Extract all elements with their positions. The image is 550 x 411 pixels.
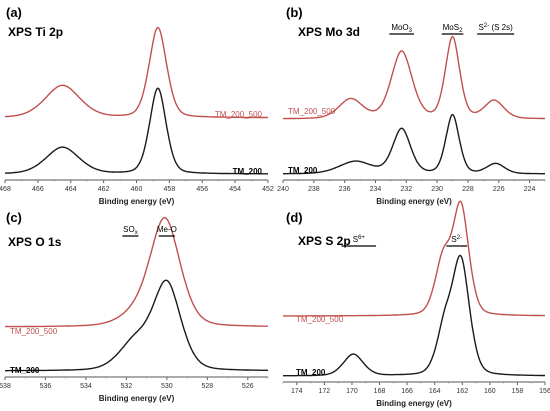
series-tm-200-500-line <box>283 35 545 120</box>
series-tm-200-500-line <box>5 216 268 328</box>
x-tick-label: 458 <box>164 186 176 193</box>
x-tick-label: 232 <box>400 186 412 193</box>
x-tick-label: 228 <box>462 186 474 193</box>
x-tick-label: 164 <box>429 388 441 395</box>
x-tick-label: 538 <box>0 383 11 390</box>
x-tick-label: 238 <box>308 186 320 193</box>
x-tick-label: 466 <box>32 186 44 193</box>
panel-3: (c) XPS O 1s 538 536 534 532 530 528 526 Binding … <box>0 210 269 403</box>
x-tick-label: 236 <box>339 186 351 193</box>
x-tick-label: 456 <box>196 186 208 193</box>
x-tick-label: 526 <box>242 383 254 390</box>
series-label-tm-200-500: TM_200_500 <box>10 327 58 336</box>
x-axis-label: Binding energy (eV) <box>376 399 452 408</box>
panels-layer: (a) XPS Ti 2p 468 466 464 462 460 458 456 454 452 B… <box>0 5 550 408</box>
panel-letter: (c) <box>6 210 22 225</box>
panel-letter: (b) <box>286 5 303 20</box>
series-tm-200-line <box>283 113 545 175</box>
x-axis-label: Binding energy (eV) <box>376 197 452 206</box>
x-tick-label: 158 <box>512 388 524 395</box>
series-label-tm-200: TM_200 <box>10 366 40 375</box>
panel-4: (d) XPS S 2p 174 172 170 168 166 164 162 160 158 15… <box>282 200 550 408</box>
series-tm-200-line <box>5 279 269 372</box>
x-tick-label: 166 <box>401 388 413 395</box>
x-tick-label: 162 <box>456 388 468 395</box>
x-tick-label: 454 <box>229 186 241 193</box>
x-tick-label: 156 <box>539 388 550 395</box>
panel-2: (b) XPS Mo 3d 240 238 236 234 232 230 228 226 224 B… <box>277 5 546 206</box>
x-tick-label: 160 <box>484 388 496 395</box>
panel-title: XPS S 2p <box>298 234 351 248</box>
panel-title: XPS O 1s <box>8 235 62 249</box>
x-tick-label: 528 <box>201 383 213 390</box>
x-tick-label: 234 <box>370 186 382 193</box>
peak-label: S6+ <box>353 235 366 244</box>
peak-label: SOx <box>123 225 138 236</box>
series-label-tm-200: TM_200 <box>296 368 326 377</box>
peak-label: MoS2 <box>443 23 463 34</box>
x-tick-label: 534 <box>80 383 92 390</box>
series-label-tm-200: TM_200 <box>233 167 263 176</box>
x-tick-label: 230 <box>431 186 443 193</box>
series-label-tm-200-500: TM_200_500 <box>296 315 344 324</box>
x-tick-label: 174 <box>291 388 303 395</box>
series-tm-200-line <box>4 87 268 175</box>
x-tick-label: 240 <box>277 186 289 193</box>
peak-label: S2- (S 2s) <box>479 23 514 32</box>
x-tick-label: 468 <box>0 186 11 193</box>
series-label-tm-200-500: TM_200_500 <box>288 107 336 116</box>
panel-letter: (a) <box>6 5 22 20</box>
x-tick-label: 224 <box>524 186 536 193</box>
x-axis-label: Binding energy (eV) <box>99 197 175 206</box>
x-tick-label: 530 <box>161 383 173 390</box>
series-tm-200-line <box>283 254 545 377</box>
series-tm-200-500-line <box>283 200 545 317</box>
series-label-tm-200-500: TM_200_500 <box>215 110 263 119</box>
x-tick-label: 464 <box>65 186 77 193</box>
x-tick-label: 460 <box>131 186 143 193</box>
x-tick-label: 172 <box>319 388 331 395</box>
x-tick-label: 170 <box>346 388 358 395</box>
x-tick-label: 462 <box>98 186 110 193</box>
x-axis-label: Binding energy (eV) <box>99 394 175 403</box>
peak-label: MoO3 <box>391 23 412 34</box>
panel-title: XPS Mo 3d <box>298 25 360 39</box>
x-tick-label: 452 <box>262 186 274 193</box>
panel-title: XPS Ti 2p <box>8 25 63 39</box>
x-tick-label: 226 <box>493 186 505 193</box>
x-tick-label: 536 <box>40 383 52 390</box>
peak-label: Me-O <box>157 225 177 234</box>
series-label-tm-200: TM_200 <box>288 166 318 175</box>
peak-label: S2- <box>451 235 462 244</box>
panel-letter: (d) <box>286 210 303 225</box>
x-tick-label: 168 <box>374 388 386 395</box>
panel-1: (a) XPS Ti 2p 468 466 464 462 460 458 456 454 452 B… <box>0 5 274 206</box>
x-tick-label: 532 <box>121 383 133 390</box>
series-tm-200-500-line <box>4 26 268 119</box>
